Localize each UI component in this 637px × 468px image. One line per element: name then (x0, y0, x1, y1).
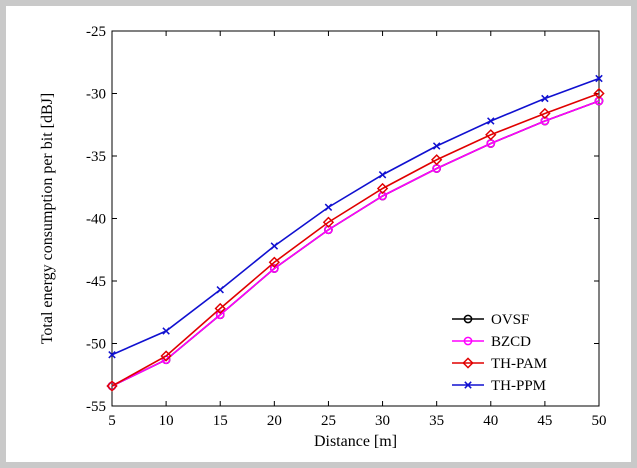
legend-label-bzcd: BZCD (491, 334, 531, 350)
legend-marker-th-ppm (464, 381, 472, 389)
legend-marker-bzcd (463, 336, 473, 346)
data-point-th-pam (268, 256, 280, 268)
legend-marker-th-pam (462, 357, 474, 369)
marker-stroke (378, 171, 387, 179)
data-point-bzcd (215, 310, 225, 320)
data-point-th-ppm (324, 203, 333, 211)
y-tick-label: -40 (86, 212, 106, 228)
marker-stroke (108, 351, 116, 359)
data-point-th-ppm (595, 74, 603, 83)
marker-stroke (595, 74, 603, 83)
legend-item-bzcd: BZCD (452, 334, 531, 350)
marker-stroke (216, 286, 224, 294)
data-point-th-ppm (216, 286, 224, 294)
x-axis-label: Distance [m] (314, 433, 397, 450)
data-point-th-pam (431, 154, 443, 166)
x-tick-label: 40 (483, 413, 498, 429)
legend-item-th-pam: TH-PAM (452, 356, 547, 372)
data-point-th-pam (593, 87, 605, 100)
legend-item-th-ppm: TH-PPM (452, 378, 546, 394)
data-point-th-ppm (162, 327, 170, 335)
legend-marker-ovsf (463, 314, 473, 324)
data-point-th-ppm (487, 117, 495, 125)
marker-stroke (324, 203, 333, 211)
x-tick-label: 50 (592, 413, 607, 429)
data-point-bzcd (269, 264, 279, 273)
data-point-th-pam (106, 380, 118, 392)
x-tick-label: 35 (429, 413, 444, 429)
x-tick-label: 5 (108, 413, 116, 429)
marker-stroke (541, 94, 549, 103)
data-point-th-pam (485, 129, 497, 141)
data-point-th-ppm (541, 94, 549, 103)
y-axis-label: Total energy consumption per bit [dBJ] (39, 93, 56, 344)
legend-label-th-pam: TH-PAM (491, 356, 547, 372)
x-tick-label: 10 (159, 413, 174, 429)
data-point-th-ppm (432, 142, 441, 150)
series-line-th-pam (111, 92, 600, 387)
x-tick-label: 15 (213, 413, 228, 429)
series-line-th-ppm (111, 77, 600, 356)
marker-stroke (487, 117, 495, 125)
marker-stroke (162, 327, 170, 335)
marker-stroke (432, 142, 441, 150)
y-tick-label: -35 (86, 149, 106, 165)
legend-item-ovsf: OVSF (452, 312, 529, 328)
data-point-th-pam (214, 302, 226, 315)
x-tick-label: 25 (321, 413, 336, 429)
data-point-th-pam (376, 182, 389, 195)
data-point-th-pam (160, 350, 172, 362)
x-tick-label: 45 (537, 413, 552, 429)
x-tick-label: 30 (375, 413, 390, 429)
y-tick-label: -30 (86, 87, 106, 103)
series-th-ppm (108, 74, 603, 359)
y-tick-label: -50 (86, 337, 106, 353)
data-point-th-ppm (378, 171, 387, 179)
legend: OVSF BZCD TH-PAM TH-PPM (452, 312, 547, 394)
data-point-th-ppm (108, 351, 116, 359)
data-point-th-ppm (270, 242, 279, 250)
legend-label-th-ppm: TH-PPM (491, 378, 546, 394)
data-point-th-pam (322, 216, 335, 228)
x-tick-label: 20 (267, 413, 282, 429)
axes: 5 10 15 20 25 30 35 40 45 50 -55 -50 -45 -40 -35 -30 -25 (86, 24, 607, 429)
y-tick-label: -25 (86, 24, 106, 40)
series-line-bzcd (111, 100, 600, 387)
y-tick-label: -45 (86, 274, 106, 290)
legend-label-ovsf: OVSF (491, 312, 529, 328)
data-point-th-pam (539, 107, 551, 120)
series-layer (106, 74, 605, 392)
series-th-pam (106, 87, 605, 392)
marker-stroke (464, 381, 472, 389)
marker-stroke (270, 242, 279, 250)
y-tick-label: -55 (86, 399, 106, 415)
